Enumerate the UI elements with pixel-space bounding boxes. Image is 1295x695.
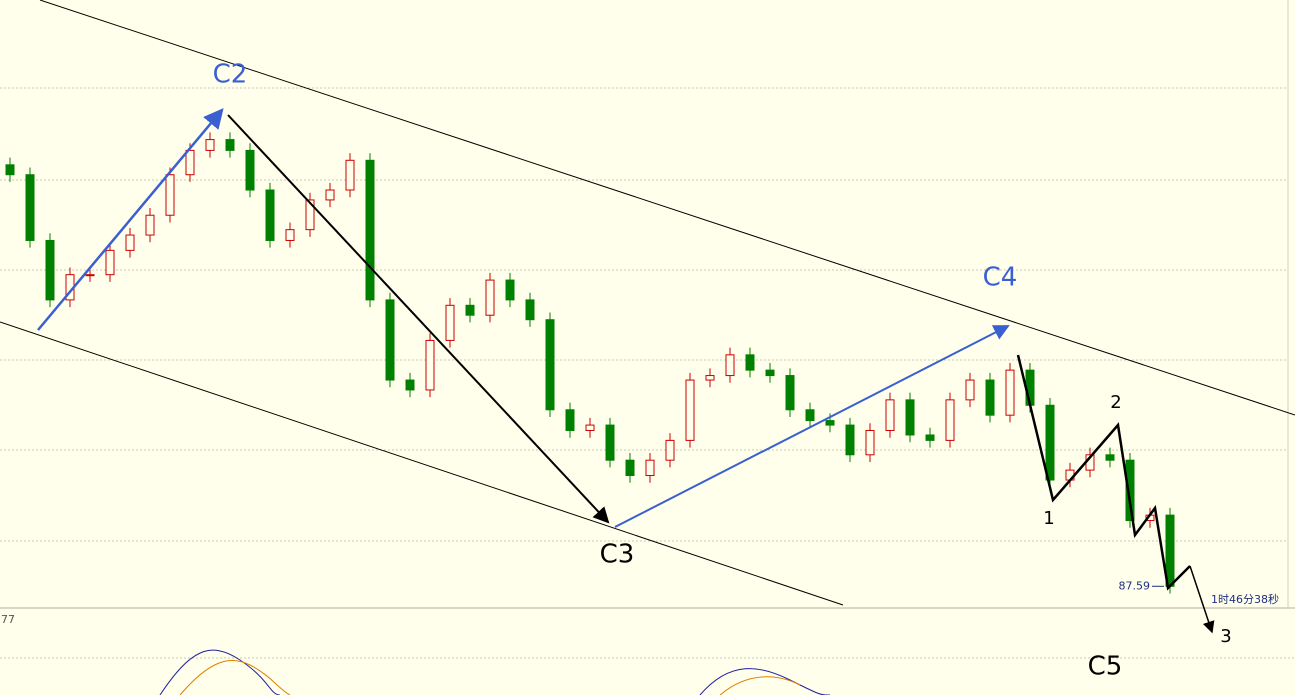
candle-body bbox=[365, 159, 375, 301]
candle-body bbox=[285, 229, 295, 241]
candle-body bbox=[45, 239, 55, 301]
wave-zigzag bbox=[1016, 354, 1191, 591]
candle-body bbox=[825, 420, 835, 426]
candle-body bbox=[1005, 369, 1015, 416]
wave-label: C2 bbox=[213, 60, 248, 90]
candle-body bbox=[465, 304, 475, 316]
candle-body bbox=[125, 234, 135, 251]
candle-body bbox=[745, 354, 755, 371]
grid bbox=[0, 87, 1295, 659]
wave-label: C4 bbox=[983, 263, 1018, 293]
candle-body bbox=[505, 279, 515, 301]
candle-body bbox=[545, 319, 555, 411]
candle-body bbox=[265, 189, 275, 241]
price-tag: 87.59 bbox=[1119, 579, 1151, 592]
candle-body bbox=[305, 199, 315, 231]
candle-body bbox=[385, 299, 395, 381]
candle-body bbox=[705, 375, 715, 381]
channel-lower bbox=[0, 321, 844, 606]
candle-body bbox=[1105, 454, 1115, 461]
candle-body bbox=[605, 424, 615, 461]
candle-body bbox=[425, 339, 435, 391]
candle-body bbox=[25, 174, 35, 241]
candle-body bbox=[985, 379, 995, 416]
candle-body bbox=[925, 434, 935, 441]
candle-body bbox=[805, 409, 815, 422]
candle-body bbox=[525, 299, 535, 321]
candle-body bbox=[445, 304, 455, 341]
candle-body bbox=[105, 249, 115, 276]
candle-body bbox=[905, 399, 915, 436]
candle-body bbox=[405, 379, 415, 391]
candle-body bbox=[785, 375, 795, 411]
candle-body bbox=[845, 424, 855, 456]
candle-body bbox=[965, 379, 975, 401]
arrow-3 bbox=[1189, 565, 1215, 634]
indicator-label: 577 bbox=[0, 613, 15, 626]
candle-body bbox=[685, 379, 695, 441]
countdown: 1时46分38秒 bbox=[1211, 592, 1279, 606]
candle-body bbox=[885, 399, 895, 431]
candle-body bbox=[485, 279, 495, 316]
channel-upper bbox=[39, 0, 1295, 416]
macd bbox=[159, 649, 831, 695]
candle-body bbox=[85, 274, 95, 277]
candles bbox=[5, 132, 1175, 594]
candle-body bbox=[205, 139, 215, 151]
candle-body bbox=[165, 174, 175, 216]
candle-body bbox=[665, 439, 675, 461]
arrow-c3 bbox=[227, 114, 610, 524]
candle-body bbox=[585, 424, 595, 431]
arrow-c2 bbox=[37, 108, 224, 331]
candle-body bbox=[625, 459, 635, 477]
candle-body bbox=[325, 189, 335, 201]
candle-body bbox=[245, 149, 255, 191]
candle-body bbox=[1045, 404, 1055, 481]
wave-label: C3 bbox=[600, 540, 635, 570]
candle-body bbox=[225, 139, 235, 151]
candle-body bbox=[765, 369, 775, 377]
candle-body bbox=[145, 214, 155, 236]
wave-label: C5 bbox=[1088, 652, 1123, 682]
candle-body bbox=[645, 459, 655, 477]
candle-body bbox=[1125, 459, 1135, 522]
arrow-c4 bbox=[614, 325, 1010, 528]
candle-body bbox=[945, 399, 955, 441]
candle-body bbox=[725, 354, 735, 377]
candle-body bbox=[185, 149, 195, 176]
candle-body bbox=[865, 429, 875, 456]
wave-label: 3 bbox=[1220, 626, 1231, 647]
candle-body bbox=[345, 159, 355, 191]
wave-label: 1 bbox=[1043, 508, 1054, 529]
candle-body bbox=[565, 409, 575, 431]
candle-body bbox=[5, 164, 15, 176]
wave-label: 2 bbox=[1110, 392, 1121, 413]
annotations bbox=[0, 0, 1295, 634]
